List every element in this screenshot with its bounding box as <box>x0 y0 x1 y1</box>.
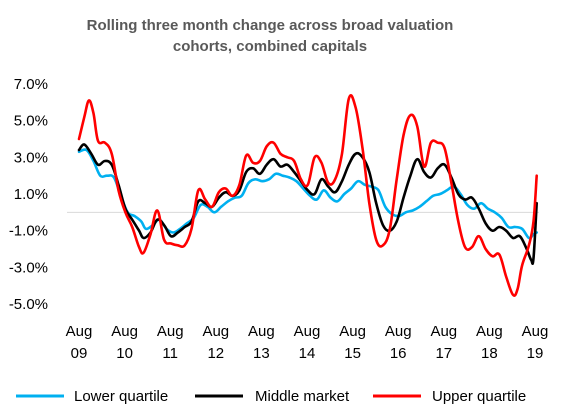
y-tick-label: 5.0% <box>14 113 48 130</box>
y-tick-label: 1.0% <box>14 186 48 203</box>
x-tick-label-month: Aug <box>66 323 93 340</box>
x-tick-label-year: 14 <box>299 345 316 362</box>
legend-label: Upper quartile <box>432 388 526 405</box>
x-tick-label-month: Aug <box>339 323 366 340</box>
y-tick-label: 7.0% <box>14 76 48 93</box>
x-tick-label-year: 19 <box>527 345 544 362</box>
y-tick-label: -3.0% <box>9 259 48 276</box>
x-tick-label-year: 11 <box>162 345 178 362</box>
x-tick-label-month: Aug <box>157 323 184 340</box>
x-tick-label-year: 09 <box>71 345 88 362</box>
x-tick-label-month: Aug <box>522 323 549 340</box>
x-tick-label-month: Aug <box>476 323 503 340</box>
x-tick-label-year: 15 <box>344 345 361 362</box>
x-tick-label-year: 13 <box>253 345 270 362</box>
series-lines <box>77 94 538 297</box>
series-line-upper-quartile <box>77 94 538 297</box>
x-tick-label-month: Aug <box>294 323 321 340</box>
legend-label: Lower quartile <box>74 388 168 405</box>
x-tick-label-year: 16 <box>390 345 407 362</box>
x-tick-label-month: Aug <box>202 323 229 340</box>
x-tick-label-year: 10 <box>116 345 133 362</box>
y-tick-label: -1.0% <box>9 223 48 240</box>
x-tick-label-year: 17 <box>435 345 452 362</box>
legend: Lower quartile Middle market Upper quartil… <box>16 388 526 405</box>
chart-title-line-1: Rolling three month change across broad … <box>87 17 454 34</box>
x-axis-tick-labels: Aug 09 Aug 10 Aug 11 Aug 12 Aug 13 Aug 14 Aug 15 Aug 16… <box>66 323 549 362</box>
legend-label: Middle market <box>255 388 350 405</box>
x-tick-label-month: Aug <box>430 323 457 340</box>
x-tick-label-year: 12 <box>207 345 224 362</box>
y-tick-label: -5.0% <box>9 296 48 313</box>
x-tick-label-month: Aug <box>385 323 412 340</box>
series-line-lower-quartile <box>77 148 538 240</box>
chart-title-line-2: cohorts, combined capitals <box>173 38 367 55</box>
y-tick-label: 3.0% <box>14 149 48 166</box>
x-tick-label-month: Aug <box>248 323 275 340</box>
x-tick-label-year: 18 <box>481 345 498 362</box>
y-axis-tick-labels: 7.0% 5.0% 3.0% 1.0% -1.0% -3.0% -5.0% <box>9 76 48 313</box>
x-tick-label-month: Aug <box>111 323 138 340</box>
